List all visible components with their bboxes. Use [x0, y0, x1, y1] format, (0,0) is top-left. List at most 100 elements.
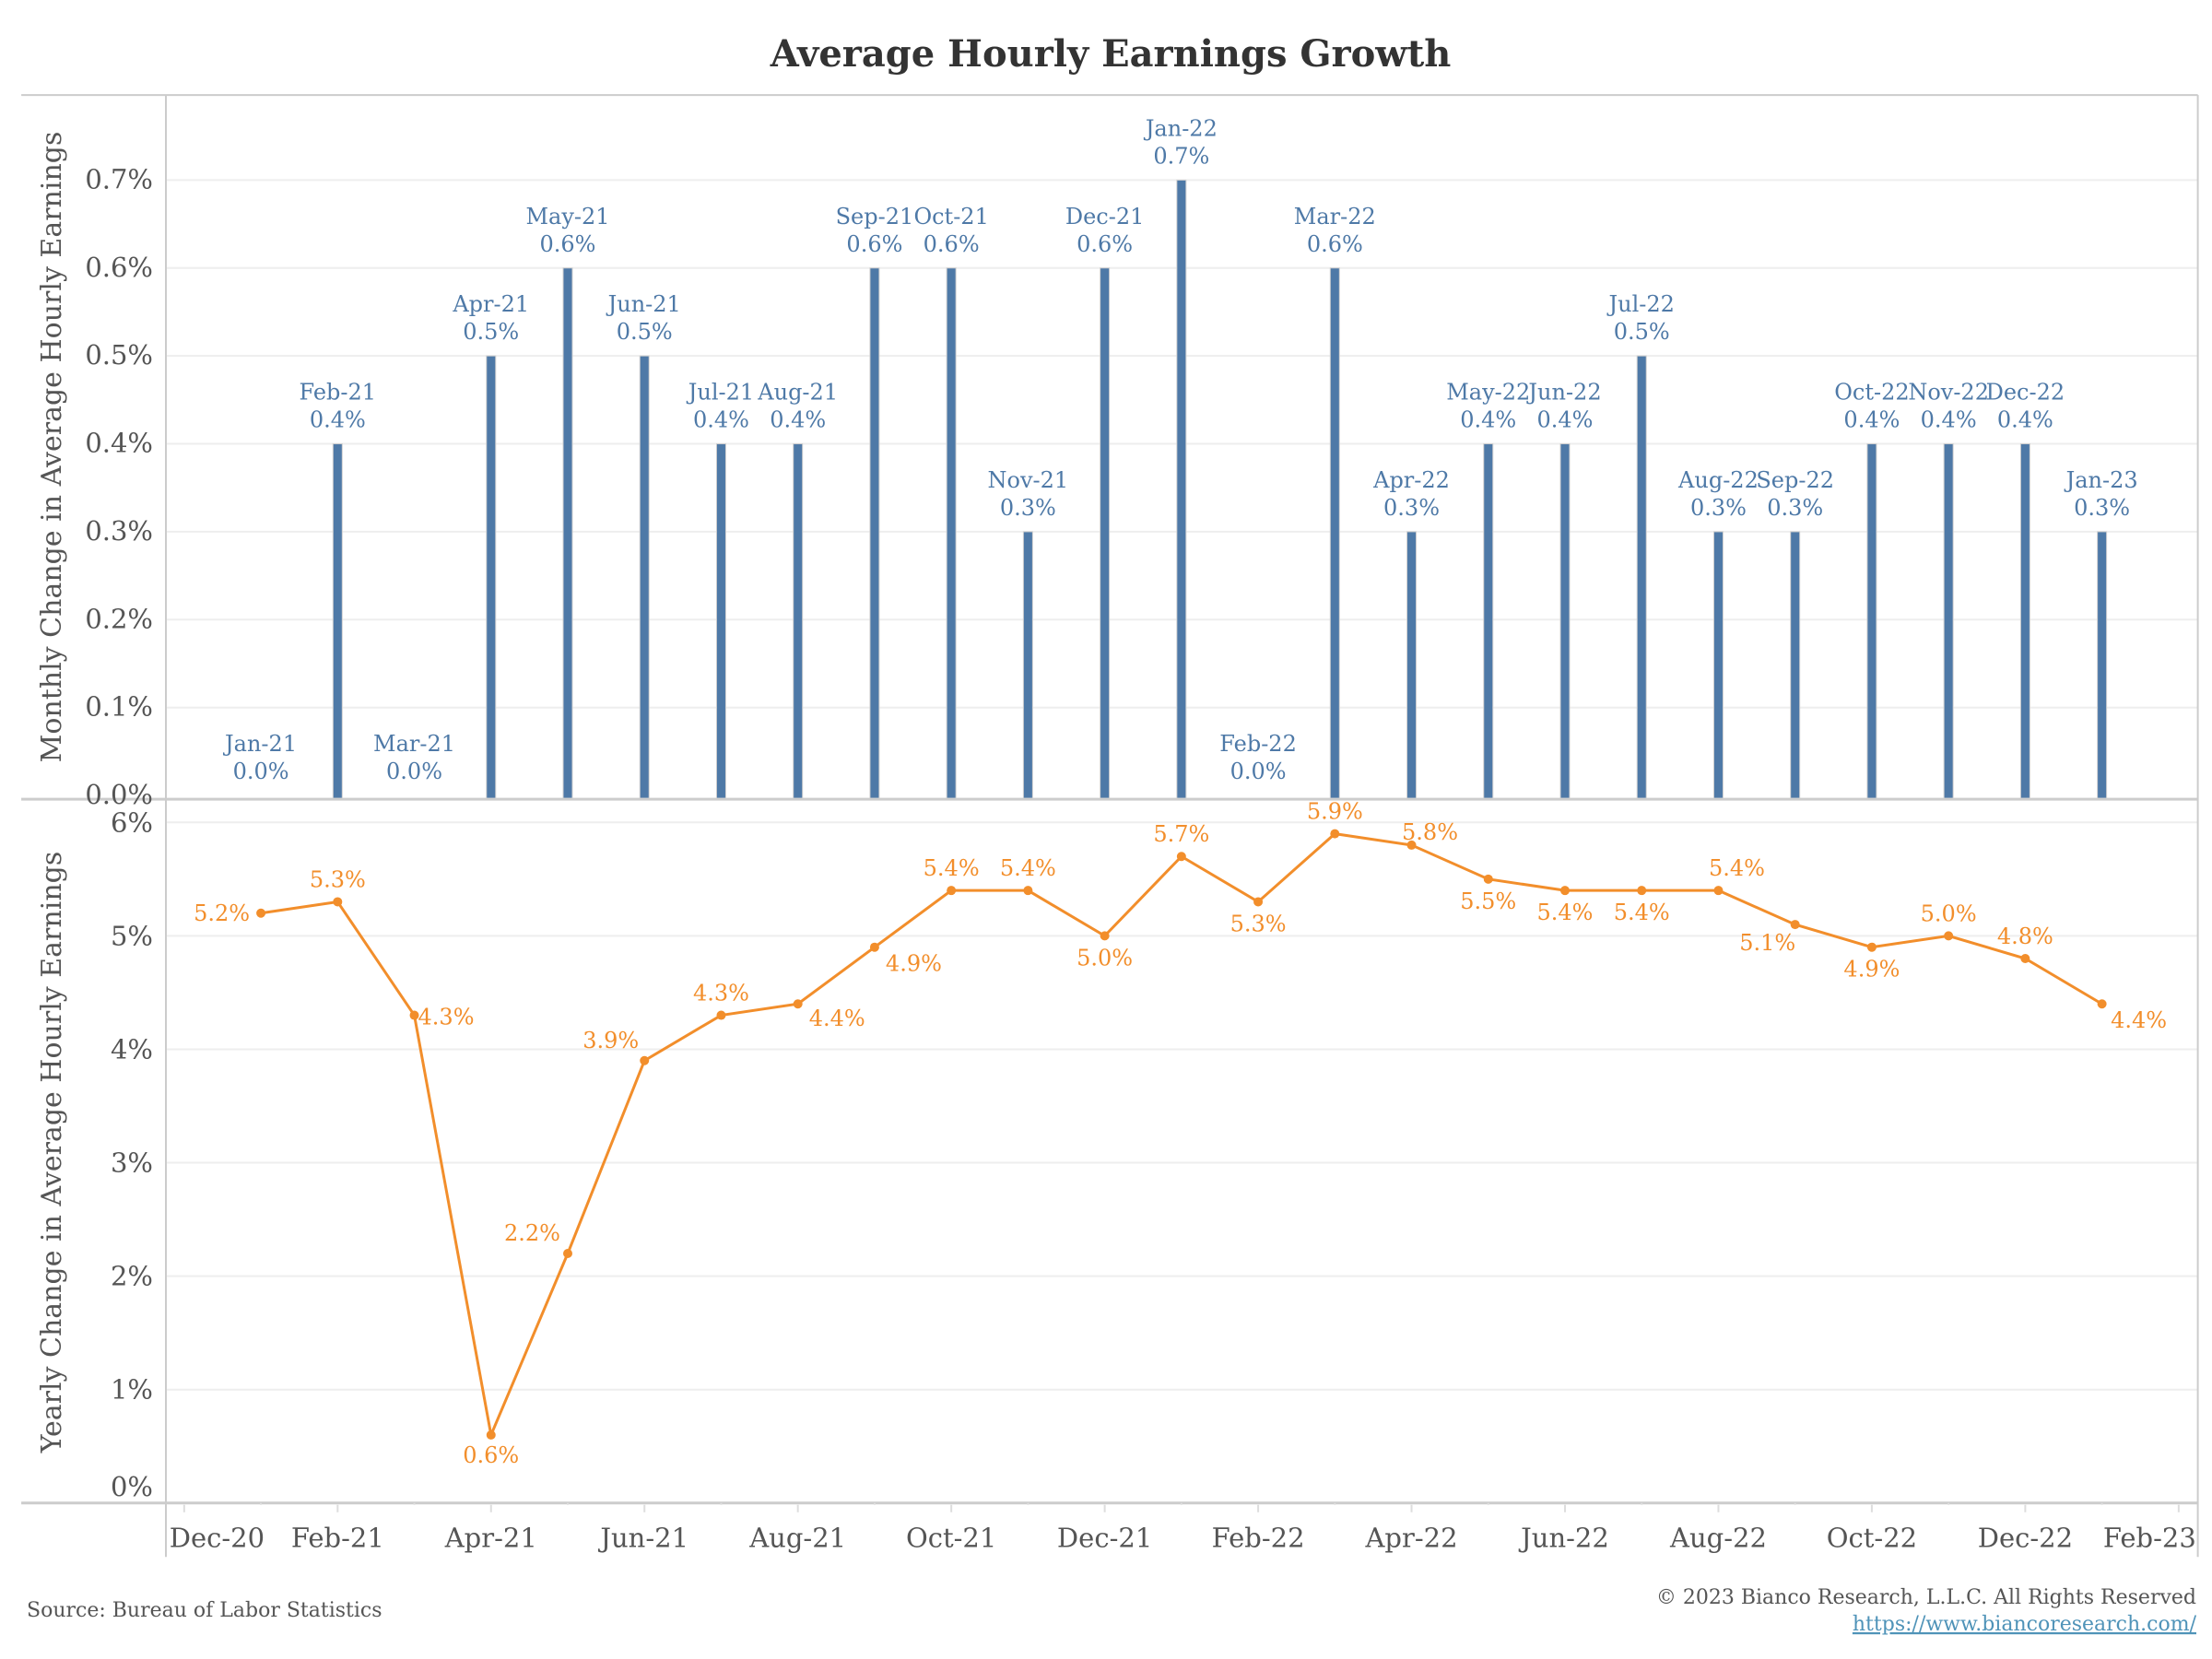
point-value-label: 4.8% — [1997, 924, 2053, 949]
bar — [486, 355, 497, 799]
bar-category-label: Dec-22 — [1986, 380, 2065, 406]
x-tick-label: Feb-22 — [1212, 1522, 1305, 1553]
bar — [946, 267, 957, 799]
data-point — [1176, 852, 1186, 862]
bar-value-label: 0.4% — [693, 407, 749, 433]
bar — [1712, 531, 1724, 799]
point-value-label: 5.9% — [1307, 799, 1363, 825]
data-point — [793, 999, 803, 1009]
y-tick-label: 4% — [111, 1033, 153, 1065]
bar-value-label: 0.5% — [1614, 319, 1670, 345]
x-tick-label: Jun-22 — [1518, 1522, 1609, 1553]
data-point — [1483, 874, 1493, 884]
bar — [2097, 531, 2108, 799]
website-link[interactable]: https://www.biancoresearch.com/ — [1853, 1613, 2197, 1636]
bar — [1943, 443, 1954, 799]
bar-category-label: Feb-22 — [1219, 731, 1297, 757]
bar — [869, 267, 880, 799]
bar — [1022, 531, 1033, 799]
data-point — [1330, 829, 1340, 839]
bar — [793, 443, 804, 799]
bar — [1176, 179, 1187, 799]
bar-category-label: Feb-21 — [300, 380, 377, 406]
bar-value-label: 0.3% — [1000, 495, 1056, 521]
data-point — [333, 897, 343, 907]
point-value-label: 5.5% — [1460, 888, 1516, 914]
bar — [639, 355, 650, 799]
bar — [2019, 443, 2030, 799]
bar-category-label: Sep-21 — [836, 204, 914, 229]
y-tick-label: 3% — [111, 1147, 153, 1179]
bar-category-label: Dec-21 — [1065, 204, 1145, 229]
data-point — [947, 886, 957, 896]
x-tick-label: Aug-21 — [748, 1522, 846, 1553]
bar-value-label: 0.4% — [1843, 407, 1900, 433]
bar-category-label: Jun-21 — [606, 291, 681, 317]
point-value-label: 5.0% — [1921, 900, 1977, 926]
bar — [1636, 355, 1647, 799]
bar-category-label: Apr-21 — [452, 291, 529, 317]
data-point — [640, 1055, 650, 1065]
chart-title: Average Hourly Earnings Growth — [770, 32, 1452, 76]
x-tick-label: Feb-23 — [2103, 1522, 2196, 1553]
bar-value-label: 0.5% — [617, 319, 673, 345]
x-axis: Dec-20 Feb-21 Apr-21 Jun-21 Aug-21 Oct-21 Dec-… — [170, 1502, 2196, 1553]
bar-category-label: Jun-22 — [1525, 380, 1601, 406]
bar-category-label: Mar-22 — [1294, 204, 1376, 229]
x-tick-label: Oct-21 — [906, 1522, 996, 1553]
bar-category-label: Mar-21 — [373, 731, 455, 757]
point-value-label: 5.2% — [194, 900, 250, 926]
plot-frame — [21, 94, 2199, 1558]
x-tick-label: Apr-21 — [444, 1522, 537, 1553]
data-point — [1406, 840, 1417, 850]
bar-category-label: Nov-21 — [988, 467, 1069, 493]
point-value-label: 4.9% — [886, 951, 942, 977]
data-point — [1023, 886, 1033, 896]
bar — [1483, 443, 1494, 799]
bar-value-label: 0.4% — [1997, 407, 2053, 433]
y-tick-label: 0.2% — [85, 603, 153, 634]
point-value-label: 5.7% — [1153, 821, 1209, 847]
x-tick-label: Feb-21 — [291, 1522, 384, 1553]
bar-value-label: 0.4% — [1460, 407, 1516, 433]
bar — [1790, 531, 1801, 799]
bar-value-label: 0.6% — [846, 231, 902, 257]
bar-value-label: 0.4% — [310, 407, 366, 433]
series-line — [260, 832, 2103, 1441]
point-value-label: 4.9% — [1843, 957, 1900, 982]
bar — [715, 443, 726, 799]
y-tick-label: 5% — [111, 920, 153, 951]
y-tick-label: 1% — [111, 1374, 153, 1406]
y-tick-label: 0.3% — [85, 515, 153, 547]
point-value-label: 2.2% — [504, 1220, 560, 1246]
data-point — [2020, 954, 2030, 963]
bar-category-label: Jan-21 — [222, 731, 297, 757]
bar-category-label: Nov-22 — [1908, 380, 1989, 406]
bar — [1329, 267, 1340, 799]
x-tick-label: Dec-20 — [170, 1522, 265, 1553]
bar-category-label: May-21 — [525, 204, 609, 229]
y-tick-label: 0% — [111, 1471, 153, 1502]
data-point — [1790, 920, 1800, 930]
bar-value-label: 0.7% — [1153, 143, 1209, 169]
bar — [332, 443, 343, 799]
data-point — [486, 1430, 496, 1440]
bar-value-label: 0.4% — [770, 407, 826, 433]
point-value-label: 5.4% — [924, 855, 980, 881]
point-value-label: 4.3% — [418, 1005, 475, 1030]
data-point — [1637, 886, 1647, 896]
bar-value-label: 0.4% — [1537, 407, 1594, 433]
source-note: Source: Bureau of Labor Statistics — [27, 1599, 382, 1622]
bar-category-label: Apr-22 — [1372, 467, 1450, 493]
y-tick-label: 0.5% — [85, 339, 153, 371]
point-value-label: 5.1% — [1739, 930, 1795, 956]
bar-value-label: 0.6% — [1077, 231, 1133, 257]
bar-category-label: Jul-21 — [686, 380, 754, 406]
bar — [1406, 531, 1418, 799]
data-point — [716, 1010, 726, 1020]
copyright-note: © 2023 Bianco Research, L.L.C. All Right… — [1656, 1586, 2196, 1609]
y-tick-label: 2% — [111, 1261, 153, 1292]
point-value-label: 4.4% — [2111, 1007, 2167, 1033]
point-value-label: 0.6% — [463, 1442, 519, 1468]
